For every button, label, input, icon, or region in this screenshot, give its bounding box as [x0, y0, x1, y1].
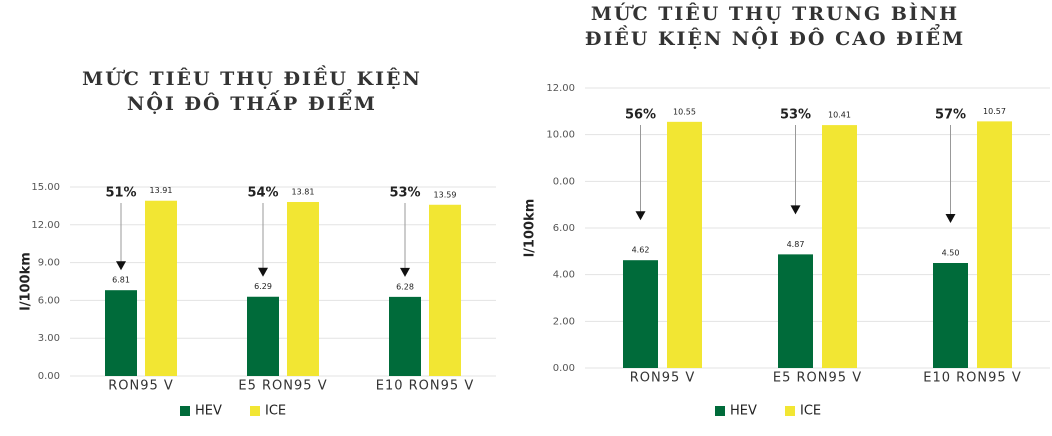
legend-swatch: [785, 406, 795, 416]
bar: [287, 201, 319, 376]
data-label: 13.81: [292, 187, 315, 196]
arrow-head: [635, 211, 646, 221]
y-tick-label: 9.00: [38, 258, 60, 269]
bar: [977, 121, 1012, 368]
data-label: 4.50: [942, 249, 960, 258]
bar: [145, 200, 177, 376]
arrow-head: [945, 214, 956, 223]
chart-title: ĐIỀU KIỆN NỘI ĐÔ CAO ĐIỂM: [585, 23, 965, 50]
arrow-head: [790, 205, 801, 215]
y-tick-label: 4.00: [553, 270, 575, 281]
y-tick-label: 0.00: [38, 371, 60, 382]
bar: [429, 204, 461, 376]
y-tick-label: 15.00: [31, 182, 60, 193]
x-tick-label: RON95 V: [108, 379, 174, 394]
data-label: 10.41: [828, 111, 851, 120]
y-tick-label: 6.00: [38, 295, 60, 306]
bar: [822, 125, 857, 368]
legend-label: ICE: [265, 404, 286, 419]
bar: [778, 254, 813, 368]
annotation: 56%: [625, 108, 656, 123]
legend-swatch: [715, 406, 725, 416]
y-tick-label: 0.00: [553, 363, 575, 374]
arrow-head: [258, 267, 268, 277]
y-axis-label: l/100km: [19, 252, 34, 311]
y-axis-label: l/100km: [523, 199, 538, 258]
legend-label: ICE: [800, 404, 821, 419]
y-tick-label: 12.00: [31, 220, 60, 231]
y-tick-label: 12.00: [546, 83, 575, 94]
data-label: 10.57: [983, 107, 1006, 116]
annotation: 57%: [935, 108, 966, 123]
x-tick-label: E5 RON95 V: [773, 371, 862, 386]
chart-title: NỘI ĐÔ THẤP ĐIỂM: [127, 88, 377, 115]
legend-label: HEV: [730, 404, 757, 419]
data-label: 13.59: [434, 190, 457, 199]
chart-title: MỨC TIÊU THỤ ĐIỀU KIỆN: [82, 65, 422, 90]
data-label: 10.55: [673, 107, 696, 116]
y-tick-label: 0.00: [553, 176, 575, 187]
data-label: 13.91: [150, 186, 173, 195]
data-label: 6.29: [254, 282, 272, 291]
x-tick-label: E5 RON95 V: [238, 379, 327, 394]
bar: [623, 260, 658, 368]
data-label: 6.81: [112, 276, 130, 285]
y-tick-label: 6.00: [553, 223, 575, 234]
annotation: 53%: [780, 108, 811, 123]
data-label: 4.62: [632, 246, 650, 255]
y-tick-label: 10.00: [546, 130, 575, 141]
bar: [933, 263, 968, 368]
legend-label: HEV: [195, 404, 222, 419]
y-tick-label: 3.00: [38, 333, 60, 344]
bar: [389, 296, 421, 376]
arrow-head: [400, 267, 410, 277]
annotation: 51%: [105, 186, 136, 201]
data-label: 6.28: [396, 282, 414, 291]
legend-swatch: [250, 406, 260, 416]
x-tick-label: E10 RON95 V: [376, 379, 474, 394]
annotation: 53%: [389, 186, 420, 201]
x-tick-label: E10 RON95 V: [923, 371, 1021, 386]
bar: [105, 290, 137, 376]
y-tick-label: 2.00: [553, 316, 575, 327]
chart-title: MỨC TIÊU THỤ TRUNG BÌNH: [591, 2, 959, 25]
bar: [247, 296, 279, 376]
bar: [667, 121, 702, 368]
annotation: 54%: [247, 186, 278, 201]
x-tick-label: RON95 V: [630, 371, 696, 386]
arrow-head: [116, 261, 126, 271]
data-label: 4.87: [787, 240, 805, 249]
legend-swatch: [180, 406, 190, 416]
